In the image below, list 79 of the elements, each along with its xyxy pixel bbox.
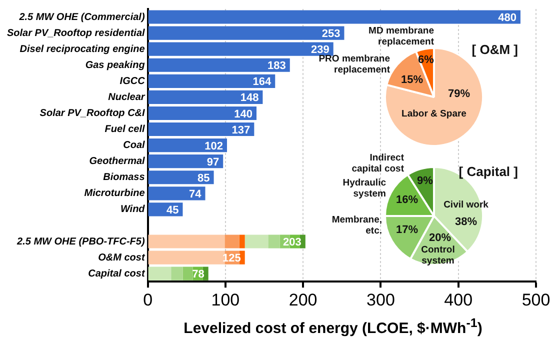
total-label: 140 <box>234 108 252 120</box>
bar <box>148 234 225 248</box>
y-tick-label: Microturbine <box>84 188 146 200</box>
slice-label: Indirect capital cost <box>352 152 405 175</box>
bar <box>148 10 520 24</box>
slice-label: Membrane, etc. <box>332 214 382 237</box>
bar <box>148 186 206 200</box>
x-tick-label: 0 <box>143 290 153 310</box>
total-label: 239 <box>311 44 330 56</box>
y-tick-label: Capital cost <box>88 268 146 280</box>
slice-label: Labor & Spare <box>402 108 466 120</box>
y-tick-label: Solar PV_Rooftop residential <box>6 28 146 39</box>
y-tick-label: Solar PV_Rooftop C&I <box>40 108 146 119</box>
bar <box>171 266 183 280</box>
text: [ O&M ] <box>472 42 518 57</box>
data-label: 38% <box>454 216 478 228</box>
data-label: 9% <box>417 175 434 188</box>
bar <box>148 170 214 184</box>
bar <box>224 234 240 248</box>
total-label: 97 <box>206 156 220 168</box>
data-label: 20% <box>428 232 452 244</box>
slice-label: Hydraulic system <box>342 178 386 200</box>
total-label: 183 <box>268 60 286 72</box>
y-tick-label: Nuclear <box>108 92 146 103</box>
y-tick-label: Gas peaking <box>85 60 145 71</box>
y-tick-label: Biomass <box>103 172 146 184</box>
total-label: 102 <box>204 140 223 152</box>
bar <box>239 250 245 264</box>
slice-label: Control system <box>421 244 455 267</box>
total-label: 74 <box>189 188 202 200</box>
x-tick-label: 500 <box>522 290 550 310</box>
bar <box>182 266 193 280</box>
text: [ Capital ] <box>458 164 518 179</box>
bar <box>148 26 344 40</box>
y-tick-label: Coal <box>123 140 146 152</box>
slice-label: MD membrane replacement <box>368 26 435 48</box>
y-tick-label: O&M cost <box>98 252 146 264</box>
total-label: 203 <box>283 236 302 249</box>
bar <box>202 266 208 280</box>
data-label: 79% <box>448 88 470 100</box>
total-label: 78 <box>192 268 204 281</box>
data-label: 15% <box>400 74 424 86</box>
bar <box>148 74 276 88</box>
x-tick-label: 200 <box>288 290 318 310</box>
bar <box>239 234 245 248</box>
total-label: 137 <box>232 124 250 136</box>
total-label: 45 <box>166 204 179 216</box>
total-label: 164 <box>252 76 272 88</box>
bar <box>148 122 254 136</box>
data-label: 17% <box>396 224 418 236</box>
bar <box>148 106 256 120</box>
bar <box>300 234 306 248</box>
data-label: 16% <box>396 194 418 206</box>
bar <box>148 90 263 104</box>
bar <box>244 234 268 248</box>
x-tick-label: 300 <box>366 290 395 310</box>
bar <box>148 250 225 264</box>
y-tick-label: Geothermal <box>89 156 146 168</box>
total-label: 148 <box>240 92 259 104</box>
bar <box>148 42 334 56</box>
x-axis-title: Levelized cost of energy (LCOE, $·MWh$^{-1}$) <box>182 316 484 337</box>
bar <box>148 154 224 168</box>
bar <box>148 266 172 280</box>
slice-label: Civil work <box>444 200 490 211</box>
y-tick-label: IGCC <box>120 76 146 87</box>
total-label: 253 <box>322 28 340 40</box>
slice-label: PRO membrane replacement <box>318 54 391 76</box>
bar <box>268 234 280 248</box>
y-tick-label: 2.5 MW OHE (PBO-TFC-F5) <box>16 236 146 248</box>
total-label: 480 <box>498 12 516 24</box>
total-label: 85 <box>198 172 210 184</box>
y-tick-label: Disel reciprocating engine <box>20 44 146 55</box>
bar <box>148 58 290 72</box>
y-tick-label: 2.5 MW OHE (Commercial) <box>18 12 146 23</box>
x-tick-label: 100 <box>211 290 240 310</box>
y-tick-label: Fuel cell <box>104 124 146 136</box>
bar <box>148 138 227 152</box>
y-tick-label: Wind <box>120 204 146 216</box>
x-tick-label: 400 <box>444 290 473 310</box>
